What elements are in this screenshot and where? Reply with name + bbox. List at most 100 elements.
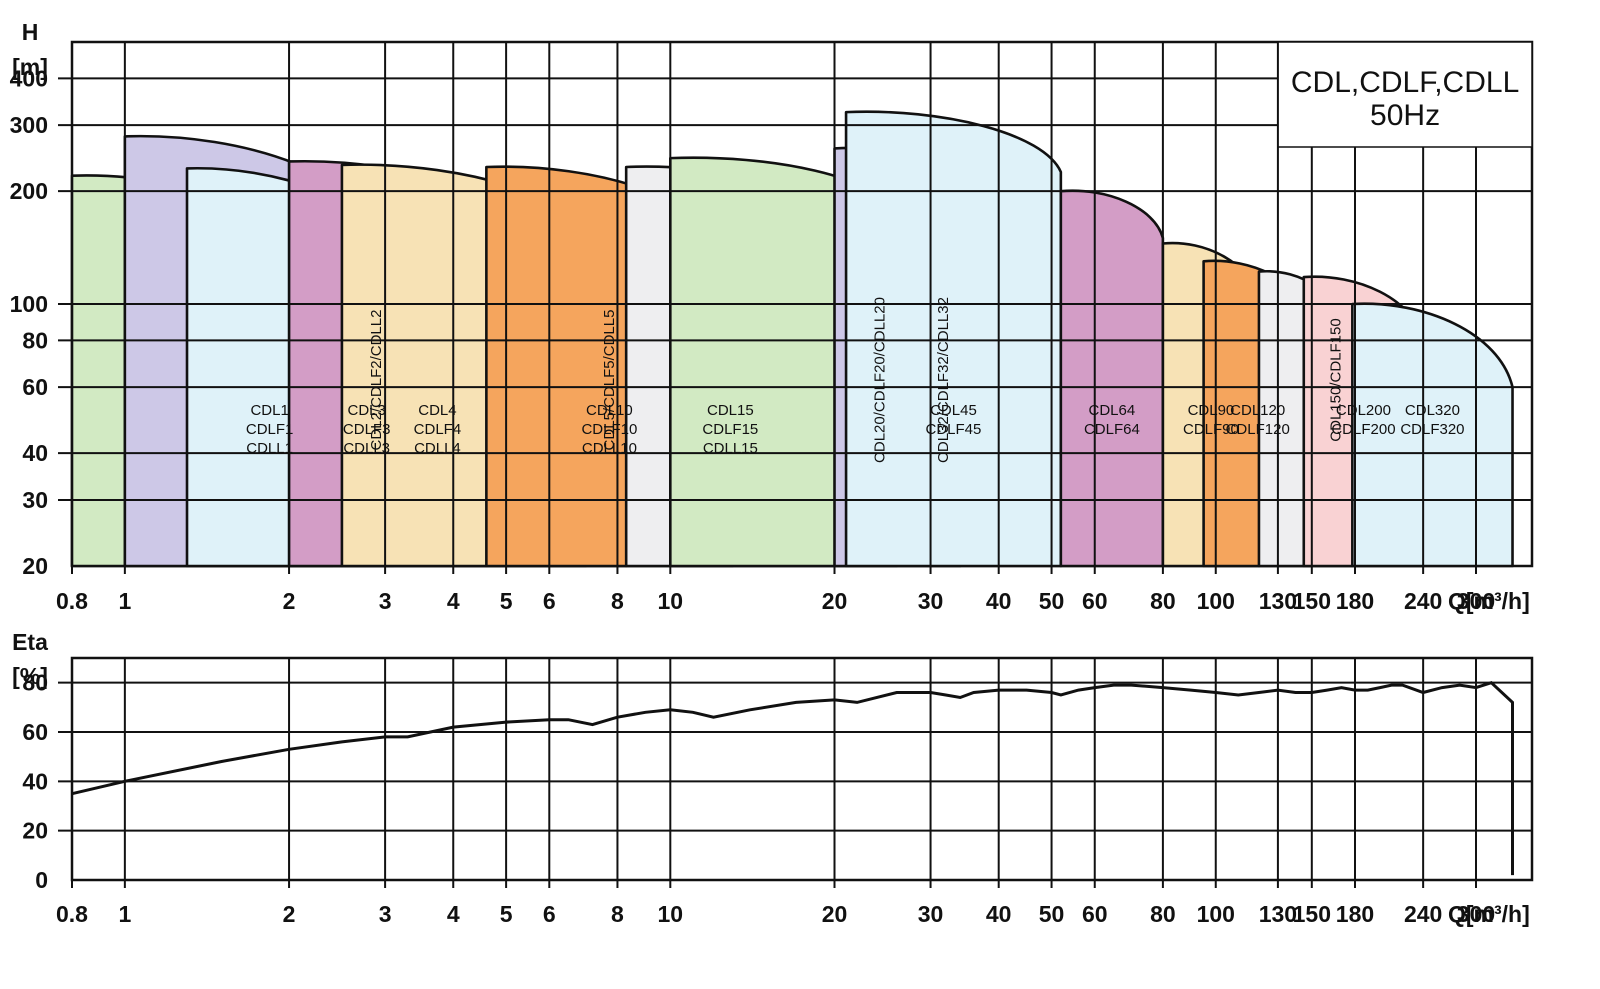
eta-x-tick: 150 (1293, 901, 1331, 927)
zone-label: CDLF200 (1331, 421, 1395, 438)
zone-label: CDL320 (1405, 402, 1460, 419)
head-y-tick-labels: 20 30 40 60 80 100 200 300 400 (10, 65, 48, 579)
head-y-axis-label: H (22, 19, 39, 45)
zone-label: CDLL4 (414, 440, 461, 457)
head-x-tick: 300 (1457, 588, 1495, 614)
head-x-tick: 180 (1336, 588, 1374, 614)
zone-label: CDL200 (1336, 402, 1391, 419)
head-x-tick: 240 (1404, 588, 1442, 614)
head-y-tick: 20 (22, 553, 48, 579)
eta-x-tick: 10 (658, 901, 684, 927)
zone-label: CDL5/CDLF5/CDLL5 (601, 310, 618, 451)
zone-label: CDLL15 (703, 440, 758, 457)
zone-label: CDL1 (250, 402, 288, 419)
head-x-tick: 20 (822, 588, 848, 614)
zone-label: CDL150/CDLF150 (1327, 318, 1344, 441)
eta-x-tick: 130 (1259, 901, 1297, 927)
head-y-tick: 40 (22, 440, 48, 466)
head-y-tick: 300 (10, 112, 48, 138)
pump-zone (1059, 189, 1165, 568)
head-x-tick: 80 (1150, 588, 1176, 614)
chart-title: CDL,CDLF,CDLL (1291, 66, 1519, 99)
zone-label: CDLF1 (246, 421, 294, 438)
eta-x-tick: 8 (611, 901, 624, 927)
head-y-tick: 80 (22, 327, 48, 353)
eta-x-tick: 6 (543, 901, 556, 927)
head-y-tick: 30 (22, 487, 48, 513)
zone-label: CDL45 (930, 402, 977, 419)
zone-label: CDLF90 (1183, 421, 1239, 438)
head-y-tick: 400 (10, 65, 48, 91)
head-x-tick: 1 (118, 588, 131, 614)
eta-y-tick: 60 (22, 719, 48, 745)
efficiency-chart: 0 20 40 60 80 0.8 1 2 3 4 5 6 8 10 20 30 40 50 60 80 100 130… (12, 629, 1534, 927)
zone-label: CDLF320 (1400, 421, 1464, 438)
head-x-tick: 50 (1039, 588, 1065, 614)
eta-x-tick: 50 (1039, 901, 1065, 927)
eta-x-tick: 40 (986, 901, 1012, 927)
head-x-tick: 30 (918, 588, 944, 614)
head-y-tick: 60 (22, 374, 48, 400)
head-y-tick: 200 (10, 178, 48, 204)
efficiency-x-axis-label: Q[m³/h] (1448, 901, 1530, 927)
zone-label: CDL64 (1089, 402, 1136, 419)
zone-label: CDL120 (1230, 402, 1285, 419)
zone-label: CDLF120 (1226, 421, 1290, 438)
zone-label: CDL32/CDLF32/CDLL32 (935, 297, 952, 463)
head-x-tick: 0.8 (56, 588, 88, 614)
head-x-tick: 100 (1197, 588, 1235, 614)
efficiency-chart-grid (58, 658, 1532, 888)
head-x-axis-label: Q[m³/h] (1448, 588, 1530, 614)
title-box (1277, 41, 1533, 148)
head-x-tick: 130 (1259, 588, 1297, 614)
zone-label: CDL10 (586, 402, 633, 419)
efficiency-y-axis-unit: [%] (12, 663, 48, 689)
eta-y-tick: 80 (22, 670, 48, 696)
zone-label: CDLF4 (414, 421, 462, 438)
head-x-tick: 2 (283, 588, 296, 614)
eta-x-tick: 0.8 (56, 901, 88, 927)
efficiency-curve (71, 681, 1514, 876)
chart-subtitle: 50Hz (1370, 99, 1440, 132)
zone-label: CDL90 (1188, 402, 1235, 419)
zone-label: CDL3 (348, 402, 386, 419)
pump-zones (70, 110, 1514, 568)
head-x-tick: 8 (611, 588, 624, 614)
zone-label: CDL15 (707, 402, 754, 419)
eta-x-tick: 5 (500, 901, 513, 927)
head-x-tick: 6 (543, 588, 556, 614)
efficiency-y-axis-label: Eta (12, 629, 48, 655)
eta-x-tick: 100 (1197, 901, 1235, 927)
zone-label: CDLF15 (702, 421, 758, 438)
eta-x-tick: 240 (1404, 901, 1442, 927)
head-x-tick: 40 (986, 588, 1012, 614)
zone-label: CDLF3 (343, 421, 391, 438)
head-x-tick: 150 (1293, 588, 1331, 614)
eta-x-tick: 1 (118, 901, 131, 927)
eta-y-tick: 40 (22, 768, 48, 794)
head-x-tick: 60 (1082, 588, 1108, 614)
zone-label: CDLL3 (343, 440, 390, 457)
zone-label: CDLL10 (582, 440, 637, 457)
eta-x-tick: 4 (447, 901, 460, 927)
eta-x-tick: 300 (1457, 901, 1495, 927)
efficiency-y-tick-labels: 0 20 40 60 80 (22, 670, 48, 893)
eta-y-tick: 0 (35, 867, 48, 893)
head-x-tick: 5 (500, 588, 513, 614)
head-x-tick: 10 (658, 588, 684, 614)
zone-label: CDL4 (418, 402, 456, 419)
eta-x-tick: 20 (822, 901, 848, 927)
head-x-tick: 3 (379, 588, 392, 614)
zone-label: CDLF64 (1084, 421, 1140, 438)
chart-title-box: CDL,CDLF,CDLL 50Hz (1277, 41, 1533, 148)
zone-label: CDLF10 (581, 421, 637, 438)
zone-label: CDL20/CDLF20/CDLL20 (872, 297, 889, 463)
eta-x-tick: 60 (1082, 901, 1108, 927)
head-y-axis-unit: [m] (12, 54, 48, 80)
